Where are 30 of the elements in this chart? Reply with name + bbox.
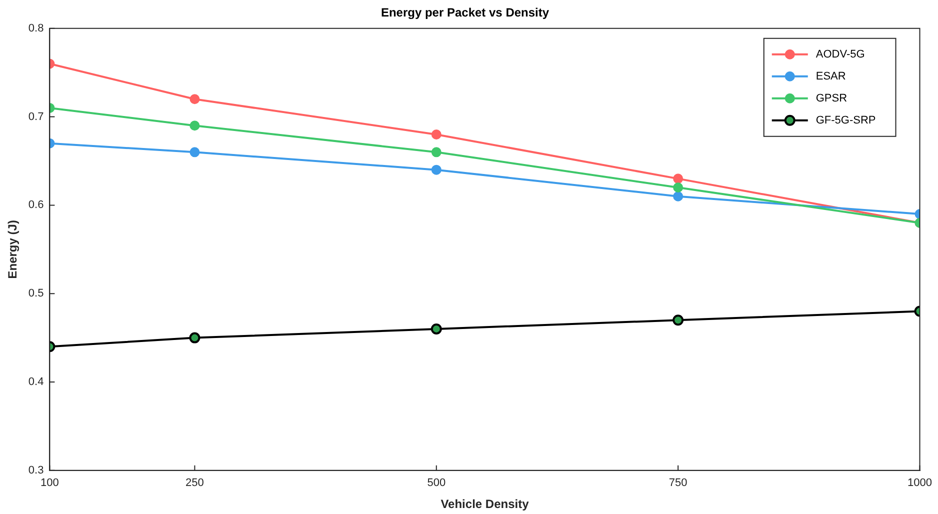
legend-label: ESAR: [816, 70, 846, 82]
point: [190, 120, 200, 131]
x-tick-label: 1000: [908, 477, 932, 490]
legend-label: GF-5G-SRP: [816, 114, 876, 126]
x-tick-label: 750: [668, 477, 688, 490]
y-tick-label: 0.8: [28, 22, 44, 34]
point: [190, 94, 200, 104]
x-axis-title: Vehicle Density: [440, 497, 530, 512]
y-tick-label: 0.3: [28, 464, 44, 476]
legend-label: GPSR: [816, 92, 848, 104]
point: [431, 164, 442, 175]
point: [189, 332, 200, 344]
y-tick-label: 0.5: [28, 288, 44, 300]
point: [431, 147, 442, 158]
point: [190, 147, 200, 158]
y-tick-label: 0.4: [28, 376, 44, 388]
point: [673, 182, 684, 193]
legend-label: AODV-5G: [816, 48, 865, 60]
x-tick-label: 500: [427, 477, 446, 490]
x-tick-label: 250: [186, 477, 204, 490]
point: [430, 323, 442, 334]
y-axis-title: Energy (J): [6, 220, 20, 279]
x-tick-label: 100: [40, 477, 59, 490]
y-tick-label: 0.7: [28, 110, 44, 123]
y-tick-label: 0.6: [28, 199, 44, 212]
point: [672, 314, 684, 326]
chart-title: Energy per Packet vs Density: [380, 6, 550, 20]
point: [431, 129, 442, 140]
point: [673, 174, 684, 184]
point: [673, 191, 684, 202]
